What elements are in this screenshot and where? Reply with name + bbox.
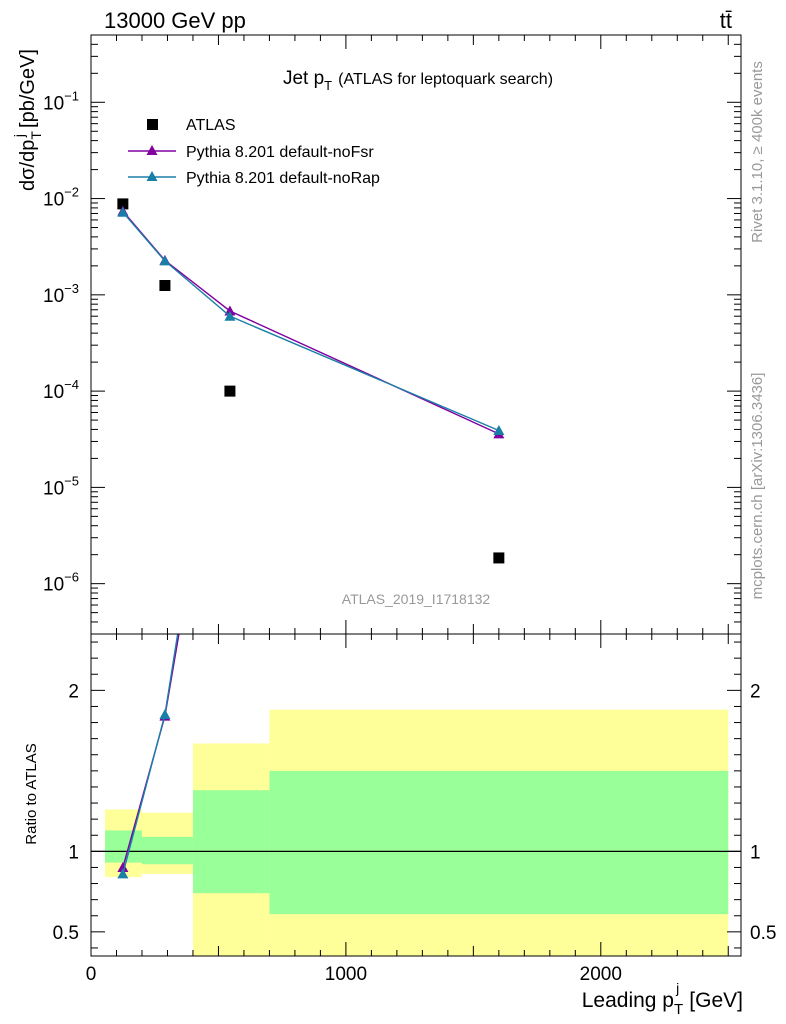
main-axis-ticks bbox=[90, 34, 741, 635]
legend-marker-nofsr bbox=[146, 145, 158, 155]
ratio-point-pythia-8-201-default-nofsr bbox=[117, 861, 129, 872]
ratio-x-tick-label: 2000 bbox=[580, 964, 622, 985]
x-axis-label: Leading pTj [GeV] bbox=[582, 980, 743, 1018]
rivet-note: Rivet 3.1.10, ≥ 400k events bbox=[749, 61, 766, 243]
main-y-tick-label: 10−6 bbox=[43, 570, 79, 596]
legend-label-norap: Pythia 8.201 default-noRap bbox=[186, 170, 380, 187]
legend-label-nofsr: Pythia 8.201 default-noFsr bbox=[186, 144, 374, 161]
main-series bbox=[117, 198, 505, 564]
ratio-panel: 0.5 0.5 1 1 2 2 0 1000 2000 Ratio to ATLAS Leadi… bbox=[23, 633, 777, 1018]
point-atlas bbox=[224, 385, 236, 397]
source-note: mcplots.cern.ch [arXiv:1306.3436] bbox=[749, 373, 766, 600]
ratio-x-tick-label: 1000 bbox=[325, 964, 367, 985]
ratio-y-tick-label: 0.5 bbox=[53, 923, 79, 944]
ratio-y-tick-label: 1 bbox=[68, 842, 79, 863]
ratio-point-pythia-8-201-default-norap bbox=[159, 709, 171, 719]
plot-title: Jet pT (ATLAS for leptoquark search) bbox=[283, 68, 553, 93]
energy-label: 13000 GeV pp bbox=[104, 8, 246, 33]
ratio-y-axis-label: Ratio to ATLAS bbox=[23, 743, 40, 844]
main-y-tick-label: 10−3 bbox=[43, 281, 79, 307]
ratio-series bbox=[117, 633, 180, 879]
point-pythia-8-201-default-norap bbox=[493, 424, 505, 435]
x-label-sub: T bbox=[674, 1001, 683, 1018]
line-pythia-8-201-default-nofsr bbox=[122, 210, 500, 435]
ratio-y-tick-label-right: 2 bbox=[750, 681, 761, 702]
legend-label-atlas: ATLAS bbox=[186, 117, 236, 134]
main-y-tick-label: 10−5 bbox=[43, 473, 79, 499]
x-label-sup: j bbox=[675, 980, 679, 996]
point-pythia-8-201-default-norap bbox=[159, 255, 171, 266]
process-label: tt̄ bbox=[720, 8, 732, 33]
legend-marker-norap bbox=[146, 171, 158, 181]
ratio-y-tick-label-right: 1 bbox=[750, 842, 761, 863]
main-panel: 10−110−210−310−410−510−6 Jet pT (ATLAS fo… bbox=[11, 34, 742, 635]
ratio-uncertainty-bands bbox=[91, 709, 741, 956]
ratio-band-green bbox=[269, 770, 729, 915]
y-label-sub: T bbox=[28, 131, 44, 140]
ratio-band-green bbox=[105, 830, 142, 863]
point-pythia-8-201-default-norap bbox=[224, 310, 236, 321]
main-y-tick-label: 10−1 bbox=[43, 88, 79, 114]
point-pythia-8-201-default-norap bbox=[117, 206, 129, 217]
main-y-tick-labels: 10−1 10−2 10−3 10−4 10−5 10−6 bbox=[43, 88, 79, 595]
legend: ATLAS Pythia 8.201 default-noFsr Pythia … bbox=[128, 117, 380, 187]
plot-title-rest: (ATLAS for leptoquark search) bbox=[338, 71, 553, 88]
point-atlas bbox=[117, 198, 129, 210]
point-atlas bbox=[493, 552, 505, 564]
y-label-main: dσ/dp bbox=[17, 140, 39, 191]
ratio-axis-ticks bbox=[90, 634, 741, 956]
ratio-point-pythia-8-201-default-norap bbox=[117, 868, 129, 879]
main-y-tick-label: 10−4 bbox=[43, 377, 79, 403]
ratio-band-green bbox=[192, 790, 270, 894]
y-label-units: [pb/GeV] bbox=[17, 49, 39, 128]
ratio-tick-labels: 0.5 0.5 1 1 2 2 0 1000 2000 bbox=[53, 681, 777, 985]
x-label-units: [GeV] bbox=[689, 989, 743, 1012]
plot-title-main: Jet p bbox=[283, 68, 324, 89]
line-pythia-8-201-default-norap bbox=[122, 211, 500, 432]
main-y-axis-label: dσ/dpTj [pb/GeV] bbox=[11, 49, 44, 191]
analysis-id: ATLAS_2019_I1718132 bbox=[342, 591, 491, 607]
x-label-main: Leading p bbox=[582, 989, 674, 1012]
y-label-sup: j bbox=[11, 134, 27, 138]
main-y-tick-label: 10−2 bbox=[43, 185, 79, 211]
ratio-y-tick-label-right: 0.5 bbox=[750, 923, 776, 944]
legend-marker-atlas bbox=[147, 119, 158, 130]
ratio-frame bbox=[90, 633, 742, 957]
plot-title-sub: T bbox=[324, 78, 332, 93]
point-atlas bbox=[159, 280, 171, 292]
ratio-band-green bbox=[141, 836, 193, 865]
ratio-x-tick-label: 0 bbox=[86, 964, 97, 985]
ratio-y-tick-label: 2 bbox=[68, 681, 79, 702]
